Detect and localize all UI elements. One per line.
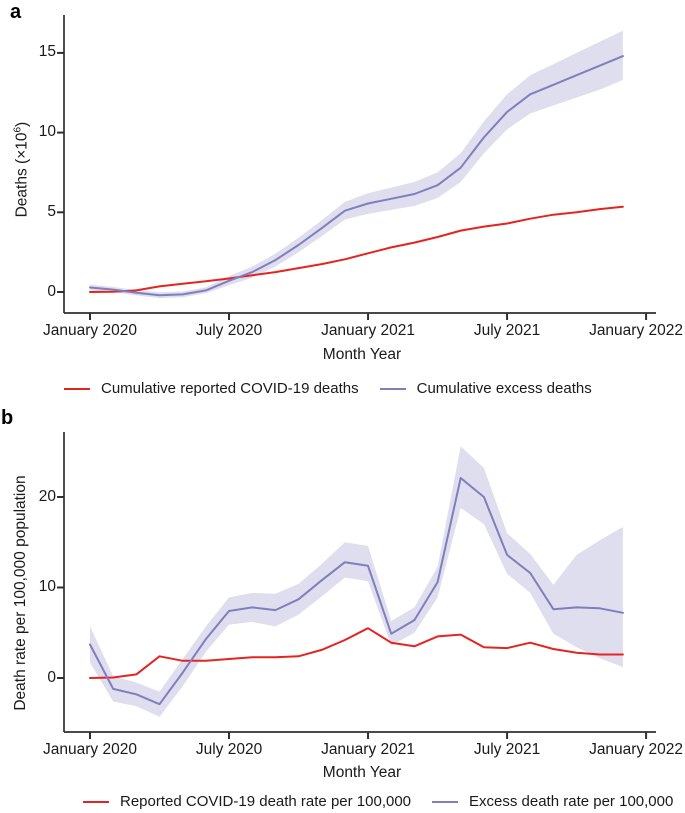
reported-line-swatch-icon — [64, 387, 90, 390]
panel-a-legend-reported-label: Cumulative reported COVID-19 deaths — [101, 380, 359, 397]
panel-a-xtick-label: July 2021 — [473, 322, 541, 339]
panel-a-ci-band — [90, 30, 623, 299]
panel-b-xtick-label: January 2022 — [589, 741, 683, 758]
excess-line-swatch-icon — [379, 387, 406, 390]
panel-b-xtick-label: July 2021 — [473, 741, 541, 758]
panel-a-ytick-label-5: 5 — [47, 202, 56, 220]
excess-rate-line-swatch-icon — [432, 800, 459, 803]
panel-b-legend-item-excess: Excess death rate per 100,000 — [432, 793, 673, 810]
panel-a-xtick-label: January 2021 — [321, 322, 415, 339]
panel-b-x-axis-title: Month Year — [322, 764, 402, 781]
panel-a-ytick-label-10: 10 — [38, 123, 56, 141]
panel-a-legend-item-reported: Cumulative reported COVID-19 deaths — [64, 380, 359, 397]
panel-b-ytick-label-10: 10 — [38, 578, 56, 595]
panel-b-legend-excess-label: Excess death rate per 100,000 — [469, 793, 674, 810]
panel-b-xtick-label: January 2020 — [43, 741, 137, 758]
panel-b-ci-band — [90, 446, 623, 717]
panel-b-legend: Reported COVID-19 death rate per 100,000… — [83, 793, 673, 810]
panel-a-ytick-label-15: 15 — [38, 43, 56, 61]
panel-a-legend: Cumulative reported COVID-19 deaths Cumu… — [64, 380, 592, 397]
panel-b-ytick-label-0: 0 — [47, 668, 56, 686]
panel-b-legend-reported-label: Reported COVID-19 death rate per 100,000 — [120, 793, 412, 810]
panel-a-xtick-label: July 2020 — [195, 322, 263, 339]
panel-a-excess-line — [89, 55, 624, 297]
panel-a-x-axis-title: Month Year — [322, 346, 402, 363]
panel-a-label: a — [10, 1, 22, 23]
panel-b-xtick-label: July 2020 — [195, 741, 263, 758]
panel-b-reported-line — [89, 627, 624, 679]
reported-rate-line-swatch-icon — [83, 800, 109, 803]
panel-b-label: b — [1, 407, 14, 429]
panel-a-xtick-label: January 2022 — [589, 322, 683, 339]
panel-b-xtick-label: January 2021 — [321, 741, 415, 758]
panel-a-reported-line — [89, 205, 624, 293]
panel-b-ytick-label-20: 20 — [38, 487, 56, 505]
panel-a-legend-excess-label: Cumulative excess deaths — [416, 380, 592, 397]
panel-b-excess-line — [89, 477, 624, 706]
panel-a-ytick-label-0: 0 — [47, 282, 56, 300]
panel-a-y-axis-title: Deaths (×106) — [12, 20, 31, 320]
panel-a-xtick-label: January 2020 — [43, 322, 137, 339]
panel-b-legend-item-reported: Reported COVID-19 death rate per 100,000 — [83, 793, 411, 810]
panel-a-legend-item-excess: Cumulative excess deaths — [379, 380, 592, 397]
